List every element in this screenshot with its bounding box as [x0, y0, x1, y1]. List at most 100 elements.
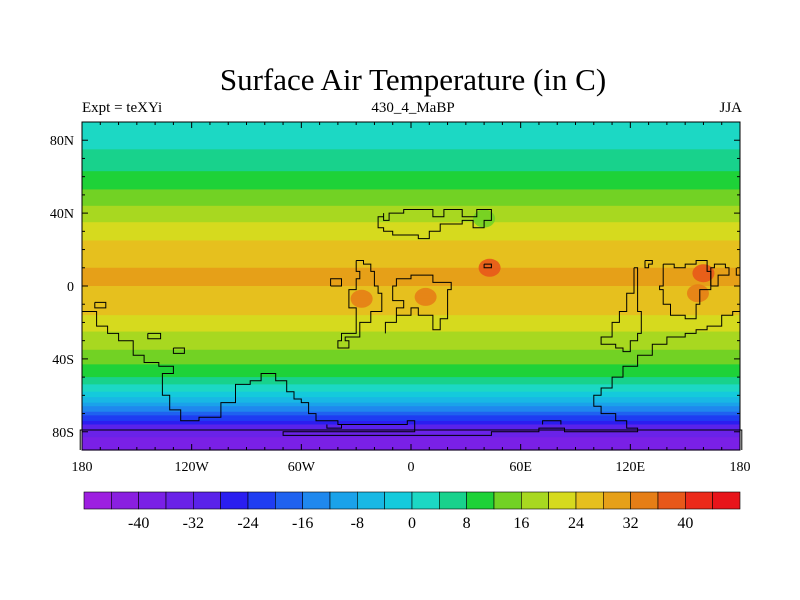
temperature-band	[82, 229, 740, 232]
temperature-band	[82, 286, 740, 289]
coastline	[735, 267, 740, 276]
temperature-band	[82, 384, 740, 387]
temperature-band	[82, 333, 740, 336]
temperature-band	[82, 204, 740, 207]
temperature-band	[82, 395, 740, 398]
temperature-band	[82, 429, 740, 433]
coastline	[82, 311, 740, 436]
temperature-band	[82, 271, 740, 274]
temperature-band	[82, 364, 740, 367]
y-tick-label: 80N	[50, 134, 74, 149]
temperature-band	[82, 375, 740, 378]
temperature-band	[82, 165, 740, 169]
warm-spot	[686, 284, 709, 303]
coastline	[483, 263, 492, 269]
y-tick-label: 40S	[52, 353, 74, 368]
temperature-band	[82, 347, 740, 351]
coastline	[326, 424, 342, 429]
temperature-band	[82, 304, 740, 307]
temperature-band	[82, 218, 740, 221]
coastline	[330, 278, 342, 287]
x-tick-label: 120W	[175, 460, 210, 475]
x-tick-label: 60W	[288, 460, 316, 475]
temperature-band	[82, 224, 740, 227]
temperature-band	[82, 233, 740, 236]
temperature-band	[82, 255, 740, 258]
temperature-band	[82, 214, 740, 218]
temperature-band	[82, 213, 740, 216]
colorbar-box	[466, 491, 495, 510]
colorbar-box	[302, 491, 331, 510]
temperature-band	[82, 253, 740, 256]
temperature-band	[82, 134, 740, 138]
temperature-band	[82, 380, 740, 384]
temperature-band	[82, 300, 740, 303]
colorbar-label: 40	[677, 515, 693, 532]
temperature-band	[82, 227, 740, 231]
temperature-band	[82, 260, 740, 263]
colorbar-box	[712, 491, 741, 510]
chart-title: Surface Air Temperature (in C)	[219, 62, 607, 97]
temperature-band	[82, 264, 740, 267]
temperature-band	[82, 191, 740, 194]
coastline	[710, 263, 730, 287]
temperature-band	[82, 284, 740, 287]
coastline	[172, 347, 185, 354]
temperature-band	[82, 205, 740, 209]
coastline	[377, 209, 492, 240]
temperature-band	[82, 340, 740, 344]
temperature-band	[82, 357, 740, 360]
temperature-band	[82, 306, 740, 309]
temperature-band	[82, 411, 740, 415]
temperature-band	[82, 143, 740, 147]
colorbar-label: 0	[408, 515, 416, 532]
temperature-band	[82, 182, 740, 185]
colorbar-box	[603, 491, 631, 510]
colorbar-label: -16	[292, 515, 313, 532]
temperature-band	[82, 140, 740, 143]
temperature-band	[82, 189, 740, 192]
colorbar-box	[275, 491, 303, 510]
temperature-band	[82, 360, 740, 364]
temperature-band	[82, 187, 740, 191]
colorbar-box	[548, 491, 577, 510]
colorbar-box	[111, 491, 139, 510]
temperature-band	[82, 391, 740, 395]
temperature-band	[82, 200, 740, 203]
temperature-band	[82, 127, 740, 130]
colorbar-box	[83, 491, 112, 510]
temperature-band	[82, 280, 740, 283]
coastline	[147, 332, 162, 340]
x-tick-label: 0	[408, 460, 415, 475]
colorbar-box	[439, 491, 467, 510]
temperature-band	[82, 331, 740, 334]
temperature-band	[82, 145, 740, 149]
colorbar-box	[384, 491, 413, 510]
y-tick-label: 80S	[52, 426, 74, 441]
colorbar-box	[657, 491, 686, 510]
temperature-band	[82, 209, 740, 212]
temperature-band	[82, 371, 740, 375]
colorbar-label: 24	[568, 515, 584, 532]
temperature-band	[82, 282, 740, 285]
temperature-band	[82, 437, 740, 440]
temperature-band	[82, 327, 740, 331]
colorbar-label: 8	[463, 515, 471, 532]
colorbar-box	[630, 491, 659, 510]
temperature-band	[82, 138, 740, 141]
temperature-band	[82, 296, 740, 300]
temperature-band	[82, 431, 740, 435]
colorbar-label: -8	[351, 515, 364, 532]
temperature-band	[82, 419, 740, 422]
temperature-band	[82, 400, 740, 404]
colorbar-label: 32	[623, 515, 639, 532]
temperature-band	[82, 353, 740, 356]
colorbar-label: -24	[237, 515, 258, 532]
temperature-band	[82, 426, 740, 429]
temperature-band	[82, 202, 740, 205]
coastline	[337, 260, 383, 349]
temperature-band	[82, 413, 740, 416]
temperature-band	[82, 245, 740, 249]
x-tick-label: 180	[72, 460, 93, 475]
